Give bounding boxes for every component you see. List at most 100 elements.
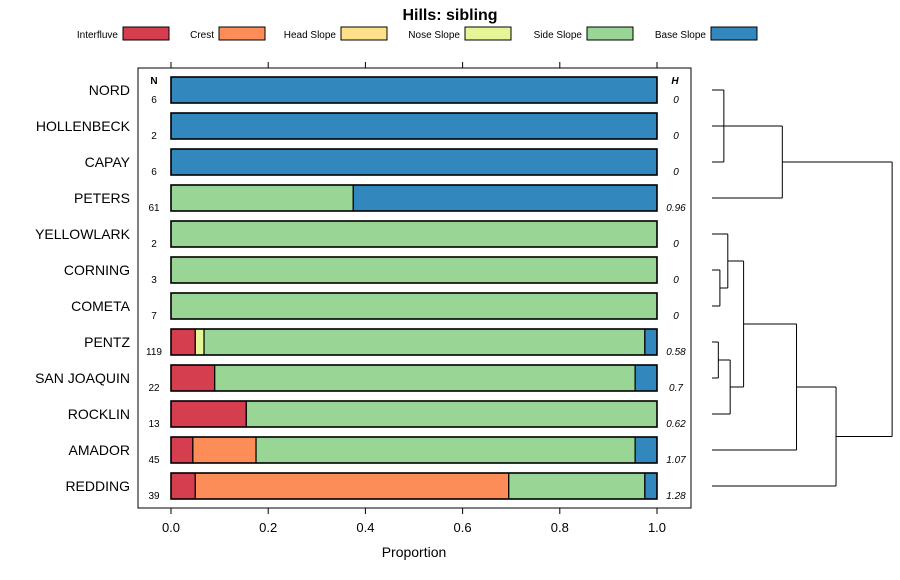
bar-segment-capay-base-slope <box>170 148 658 176</box>
bar-segment-amador-crest <box>192 436 257 464</box>
x-axis-label: Proportion <box>382 544 447 560</box>
bar-outline-rocklin <box>170 400 658 428</box>
legend-swatch-crest <box>218 26 266 41</box>
x-tick-label-0-4: 0.4 <box>356 520 374 535</box>
legend-swatch-side-slope <box>586 26 634 41</box>
bar-segment-pentz-base-slope <box>644 328 658 356</box>
n-value-redding: 39 <box>148 491 160 502</box>
legend-label-crest: Crest <box>190 30 214 41</box>
bar-outline-pentz <box>170 328 658 356</box>
x-axis: 0.0 0.2 0.4 0.6 0.8 1.0 <box>162 62 666 535</box>
plot-frame <box>137 67 692 509</box>
h-value-amador: 1.07 <box>666 455 686 466</box>
h-value-nord: 0 <box>673 95 679 106</box>
n-value-capay: 6 <box>151 167 157 178</box>
legend-label-head-slope: Head Slope <box>284 30 337 41</box>
n-value-cometa: 7 <box>151 311 157 322</box>
n-value-rocklin: 13 <box>148 419 160 430</box>
x-tick-label-0-0: 0.0 <box>162 520 180 535</box>
n-value-amador: 45 <box>148 455 160 466</box>
x-tick-label-0-6: 0.6 <box>454 520 472 535</box>
bar-segment-amador-side-slope <box>255 436 636 464</box>
category-label-cometa: COMETA <box>71 298 131 314</box>
category-label-nord: NORD <box>89 82 130 98</box>
h-column-header: H <box>671 76 679 87</box>
n-value-nord: 6 <box>151 95 157 106</box>
h-value-corning: 0 <box>673 275 679 286</box>
dendrogram <box>712 89 893 487</box>
bar-outline-peters <box>170 184 658 212</box>
bar-segment-pentz-nose-slope <box>194 328 205 356</box>
bar-outline-san-joaquin <box>170 364 658 392</box>
bar-segment-redding-base-slope <box>644 472 658 500</box>
legend-swatch-interfluve <box>122 26 170 41</box>
x-tick-label-0-8: 0.8 <box>551 520 569 535</box>
x-tick-label-0-2: 0.2 <box>259 520 277 535</box>
x-tick-label-1-0: 1.0 <box>648 520 666 535</box>
bar-outline-corning <box>170 256 658 284</box>
bar-outline-yellowlark <box>170 220 658 248</box>
n-value-hollenbeck: 2 <box>151 131 157 142</box>
n-value-peters: 61 <box>148 203 160 214</box>
bar-segment-peters-base-slope <box>352 184 658 212</box>
legend: Interfluve Crest Head Slope Nose Slope Side … <box>77 26 758 41</box>
h-value-rocklin: 0.62 <box>666 419 686 430</box>
h-value-capay: 0 <box>673 167 679 178</box>
h-value-pentz: 0.58 <box>666 347 686 358</box>
bar-segment-corning-side-slope <box>170 256 658 284</box>
category-label-peters: PETERS <box>74 190 130 206</box>
bar-outline-nord <box>170 76 658 104</box>
category-label-redding: REDDING <box>65 478 130 494</box>
bar-outline-capay <box>170 148 658 176</box>
legend-label-nose-slope: Nose Slope <box>408 30 460 41</box>
bar-outline-amador <box>170 436 658 464</box>
bar-outline-cometa <box>170 292 658 320</box>
category-label-pentz: PENTZ <box>84 334 130 350</box>
legend-label-interfluve: Interfluve <box>77 30 119 41</box>
bar-segment-redding-interfluve <box>170 472 196 500</box>
category-label-rocklin: ROCKLIN <box>68 406 130 422</box>
bars-group: NORD 6 0 HOLLENBECK 2 0 CAPAY 6 0 PETERS 61 0.96 YEL… <box>35 76 686 502</box>
bar-outline-redding <box>170 472 658 500</box>
h-value-san-joaquin: 0.7 <box>669 383 683 394</box>
bar-segment-peters-side-slope <box>170 184 354 212</box>
n-value-pentz: 119 <box>146 347 162 358</box>
bar-segment-hollenbeck-base-slope <box>170 112 658 140</box>
legend-swatch-base-slope <box>710 26 758 41</box>
chart-title: Hills: sibling <box>402 7 497 24</box>
n-value-corning: 3 <box>151 275 157 286</box>
category-label-corning: CORNING <box>64 262 130 278</box>
bar-segment-amador-base-slope <box>634 436 658 464</box>
legend-label-base-slope: Base Slope <box>655 30 707 41</box>
legend-swatch-nose-slope <box>464 26 512 41</box>
h-value-cometa: 0 <box>673 311 679 322</box>
n-value-yellowlark: 2 <box>151 239 157 250</box>
category-label-san-joaquin: SAN JOAQUIN <box>35 370 130 386</box>
h-value-yellowlark: 0 <box>673 239 679 250</box>
category-label-amador: AMADOR <box>69 442 130 458</box>
bar-segment-rocklin-interfluve <box>170 400 247 428</box>
bar-segment-san-joaquin-base-slope <box>634 364 658 392</box>
bar-segment-cometa-side-slope <box>170 292 658 320</box>
bar-segment-nord-base-slope <box>170 76 658 104</box>
legend-swatch-head-slope <box>340 26 388 41</box>
bar-segment-san-joaquin-interfluve <box>170 364 216 392</box>
bar-segment-pentz-side-slope <box>203 328 646 356</box>
bar-segment-san-joaquin-side-slope <box>214 364 636 392</box>
bar-segment-rocklin-side-slope <box>245 400 658 428</box>
category-label-yellowlark: YELLOWLARK <box>35 226 131 242</box>
bar-segment-redding-side-slope <box>508 472 646 500</box>
h-value-hollenbeck: 0 <box>673 131 679 142</box>
bar-segment-amador-interfluve <box>170 436 194 464</box>
category-label-capay: CAPAY <box>85 154 131 170</box>
category-label-hollenbeck: HOLLENBECK <box>36 118 131 134</box>
bar-segment-pentz-interfluve <box>170 328 196 356</box>
bar-segment-yellowlark-side-slope <box>170 220 658 248</box>
n-column-header: N <box>150 76 157 87</box>
bar-outline-hollenbeck <box>170 112 658 140</box>
legend-label-side-slope: Side Slope <box>534 30 583 41</box>
h-value-peters: 0.96 <box>666 203 686 214</box>
n-value-san-joaquin: 22 <box>148 383 160 394</box>
bar-segment-redding-crest <box>194 472 510 500</box>
